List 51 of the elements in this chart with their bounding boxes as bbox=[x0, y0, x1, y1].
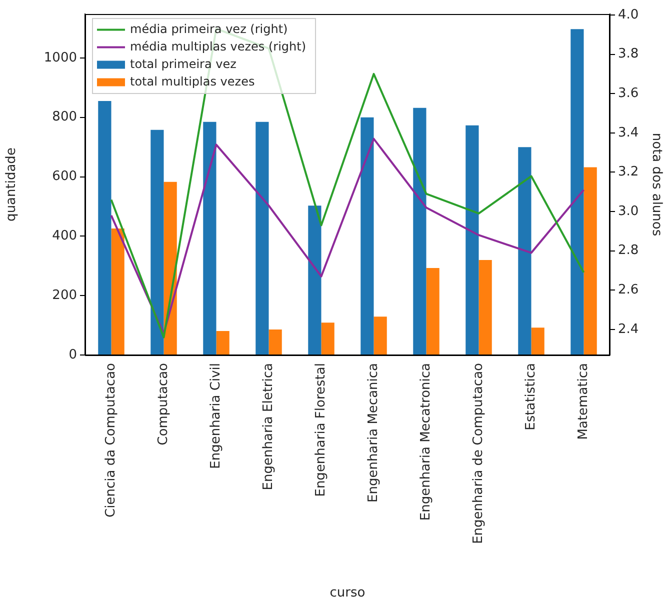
x-tick-label: Engenharia Eletrica bbox=[261, 363, 276, 490]
x-tick-label: Engenharia de Computacao bbox=[471, 362, 486, 544]
bar bbox=[150, 130, 164, 354]
x-tick-label: Computacao bbox=[156, 362, 172, 446]
y2-tick-label: 2.6 bbox=[618, 282, 639, 298]
bar bbox=[374, 316, 387, 354]
legend-label: média multiplas vezes (right) bbox=[130, 39, 306, 54]
bar bbox=[584, 167, 597, 354]
x-tick-label: Ciencia da Computacao bbox=[104, 362, 119, 518]
x-tick-label: Engenharia Mecatronica bbox=[418, 363, 434, 521]
y-tick-label: 1000 bbox=[44, 50, 77, 66]
y-tick-label: 400 bbox=[52, 228, 77, 244]
y2-tick-label: 4.0 bbox=[618, 7, 639, 22]
bar bbox=[478, 260, 492, 354]
x-axis-title: curso bbox=[330, 586, 366, 601]
bar bbox=[570, 29, 584, 354]
y2-tick-label: 3.4 bbox=[618, 125, 639, 140]
bar bbox=[321, 322, 334, 354]
y-tick-label: 800 bbox=[52, 110, 77, 125]
bar bbox=[98, 101, 112, 354]
y-tick-label: 0 bbox=[68, 347, 77, 362]
legend-label: total primeira vez bbox=[130, 56, 236, 71]
bar bbox=[518, 147, 532, 354]
y2-tick-label: 3.2 bbox=[618, 164, 639, 180]
x-tick-label: Engenharia Mecanica bbox=[366, 363, 382, 502]
y2-tick-label: 3.0 bbox=[618, 204, 639, 219]
bar bbox=[216, 330, 230, 354]
y2-tick-label: 2.8 bbox=[618, 243, 639, 258]
bar bbox=[466, 125, 479, 354]
bar bbox=[268, 329, 282, 354]
y-axis-title: quantidade bbox=[4, 148, 20, 222]
y2-axis-title: nota dos alunos bbox=[648, 132, 664, 236]
y2-tick-label: 3.8 bbox=[618, 46, 639, 62]
bar bbox=[308, 206, 322, 354]
bar bbox=[111, 228, 124, 354]
x-tick-label: Engenharia Florestal bbox=[314, 363, 329, 497]
y2-tick-label: 2.4 bbox=[618, 322, 639, 337]
bar bbox=[426, 268, 440, 354]
bar bbox=[531, 328, 544, 354]
x-tick-label: Estatistica bbox=[524, 363, 539, 430]
y-tick-label: 600 bbox=[52, 169, 77, 184]
y2-tick-label: 3.6 bbox=[618, 86, 639, 101]
bar bbox=[203, 122, 216, 354]
legend-label: média primeira vez (right) bbox=[130, 22, 288, 36]
x-tick-label: Engenharia Civil bbox=[208, 363, 224, 469]
bar bbox=[413, 108, 426, 354]
bar bbox=[256, 122, 269, 354]
legend-label: total multiplas vezes bbox=[130, 74, 255, 88]
y-tick-label: 200 bbox=[52, 288, 77, 303]
x-tick-label: Matematica bbox=[576, 363, 592, 440]
bar bbox=[360, 117, 374, 354]
